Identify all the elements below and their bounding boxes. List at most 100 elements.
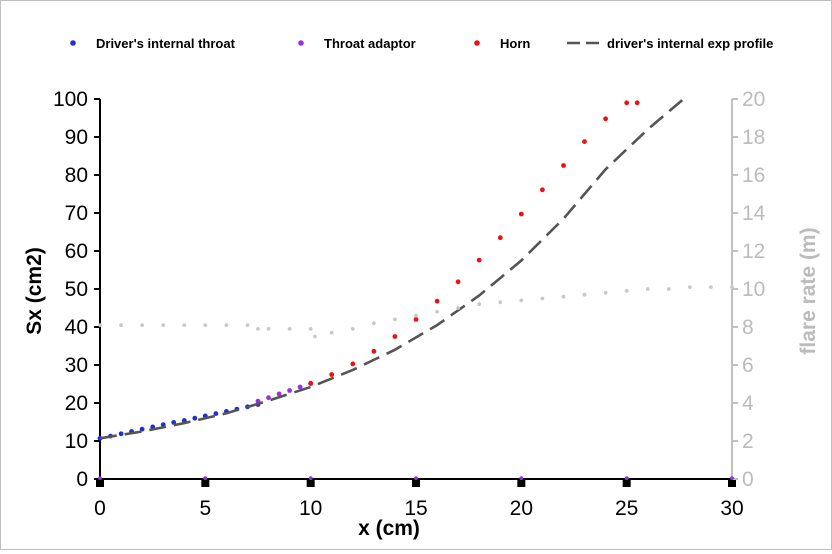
data-point — [119, 323, 123, 327]
data-point — [582, 139, 587, 145]
x-tick — [412, 480, 420, 487]
data-point — [329, 330, 334, 335]
data-point — [171, 420, 177, 425]
data-point — [414, 313, 418, 318]
y2-tick-label: 0 — [742, 468, 754, 491]
y2-tick-label: 4 — [742, 392, 754, 415]
data-point — [624, 476, 629, 480]
data-point — [98, 323, 102, 327]
data-point — [245, 323, 250, 327]
data-point — [213, 411, 219, 416]
data-point — [540, 296, 545, 301]
data-point — [624, 289, 629, 293]
data-point — [709, 285, 713, 289]
y2-tick-label: 6 — [742, 354, 754, 377]
data-point — [393, 317, 397, 322]
x-tick-label: 25 — [615, 497, 638, 520]
legend-swatch — [298, 40, 304, 46]
y2-tick-label: 14 — [742, 202, 766, 225]
x-tick-label: 20 — [510, 497, 533, 520]
data-point — [603, 290, 608, 295]
data-point — [497, 235, 503, 241]
y2-tick-label: 18 — [742, 126, 765, 149]
data-point — [313, 334, 317, 339]
y2-tick-label: 16 — [742, 164, 765, 187]
x-tick — [306, 480, 315, 487]
data-point — [413, 317, 419, 322]
y-tick-label: 0 — [76, 468, 88, 491]
x-tick — [728, 480, 736, 487]
data-point — [498, 300, 503, 305]
y2-tick-label: 8 — [742, 316, 754, 339]
y-tick-label: 80 — [65, 164, 88, 187]
y-tick-label: 60 — [65, 240, 88, 263]
data-point — [266, 395, 271, 401]
data-point — [561, 294, 566, 299]
legend-swatch — [70, 40, 76, 46]
data-point — [203, 476, 208, 480]
data-point — [287, 327, 292, 331]
data-point — [224, 323, 229, 327]
y-axis-label: Sx (cm2) — [23, 247, 46, 335]
y-tick-label: 100 — [53, 88, 88, 111]
data-point — [287, 388, 292, 393]
data-point — [256, 327, 260, 331]
data-point — [688, 285, 692, 289]
data-point — [645, 287, 650, 291]
axes: 0 10 20 30 40 50 60 70 80 90 100 0 2 4 6 8 10 12 14 16 18 20 0… — [53, 88, 766, 520]
data-point — [624, 100, 630, 106]
x-tick — [96, 480, 104, 487]
data-point — [308, 327, 313, 331]
y2-tick-label: 20 — [742, 88, 765, 111]
data-point — [350, 361, 356, 367]
y-tick-label: 50 — [65, 278, 88, 301]
y-tick-label: 10 — [65, 430, 88, 453]
x-tick-label: 5 — [199, 497, 211, 520]
x-tick — [201, 480, 210, 487]
data-point — [476, 257, 482, 263]
data-point — [456, 306, 460, 310]
data-point — [455, 279, 461, 285]
data-point — [540, 187, 545, 193]
y-tick-label: 40 — [65, 316, 88, 339]
data-point — [582, 292, 587, 297]
legend: Driver's internal throat Throat adaptor Ho… — [70, 36, 773, 51]
y-tick-label: 30 — [65, 354, 88, 377]
legend-label: Throat adaptor — [324, 36, 416, 51]
series-line — [99, 98, 685, 440]
data-point — [98, 476, 102, 480]
data-point — [603, 116, 608, 122]
plot-area — [97, 98, 734, 480]
data-point — [518, 211, 524, 217]
x-tick-label: 15 — [404, 497, 427, 520]
data-point — [561, 163, 566, 168]
data-point — [350, 327, 355, 331]
x-tick — [517, 480, 526, 487]
y2-tick-label: 12 — [742, 240, 765, 263]
data-point — [266, 327, 271, 331]
y-tick-label: 20 — [65, 392, 88, 415]
legend-swatch — [474, 40, 480, 46]
y2-tick-label: 10 — [742, 278, 765, 301]
data-point — [730, 476, 734, 480]
data-point — [371, 348, 377, 354]
data-point — [329, 372, 335, 377]
data-point — [118, 431, 124, 437]
y-tick-label: 90 — [65, 126, 88, 149]
x-axis-label: x (cm) — [358, 517, 420, 540]
legend-label: Horn — [500, 36, 530, 51]
data-point — [372, 321, 376, 326]
data-point — [634, 100, 640, 106]
data-point — [203, 323, 208, 327]
data-point — [161, 323, 166, 327]
data-point — [519, 476, 524, 480]
y-tick-label: 70 — [65, 202, 88, 225]
data-point — [730, 285, 734, 289]
data-point — [392, 334, 398, 339]
data-point — [308, 476, 313, 480]
data-point — [140, 323, 145, 327]
data-point — [192, 415, 198, 421]
data-point — [435, 309, 439, 314]
